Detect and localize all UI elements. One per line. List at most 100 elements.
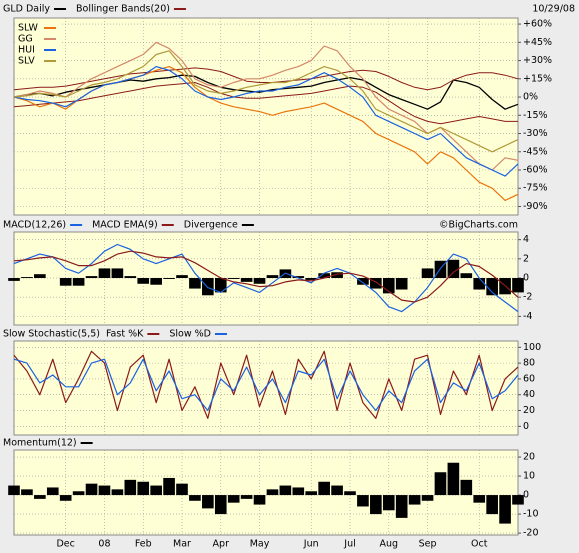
bar: [150, 485, 162, 496]
legend-label: GLD Daily: [3, 4, 50, 15]
y-tick-label: 0: [523, 490, 529, 501]
bar: [344, 491, 356, 496]
plot-area: [13, 449, 519, 536]
bar: [331, 272, 343, 279]
legend-label: SLV: [18, 56, 35, 67]
bar: [408, 495, 421, 505]
bar: [486, 278, 498, 296]
series-line: [13, 82, 518, 125]
bar: [59, 278, 72, 286]
source-label: ©BigCharts.com: [439, 220, 518, 231]
series-line: [13, 250, 519, 303]
bar: [124, 479, 137, 496]
series-line: [13, 66, 519, 177]
bar: [253, 495, 266, 505]
y-tick-label: 40: [523, 389, 535, 400]
bar: [85, 483, 98, 496]
legend-label: MACD(12,26): [3, 220, 66, 231]
bar: [357, 495, 369, 507]
bar: [240, 278, 253, 282]
legend-label: SLW: [18, 23, 38, 34]
series-line: [13, 243, 519, 313]
series-line: [13, 67, 519, 91]
bar: [447, 259, 460, 279]
series-line: [13, 50, 519, 153]
bar: [318, 273, 330, 279]
bar: [370, 495, 382, 515]
bar: [98, 485, 111, 496]
y-tick-label: -10: [523, 509, 539, 520]
series-line: [13, 350, 519, 419]
legend-label: GG: [18, 34, 33, 45]
x-tick-label: May: [250, 539, 270, 550]
y-tick-label: -20: [523, 528, 539, 539]
legend-label: Bollinger Bands(20): [76, 4, 170, 15]
bar: [460, 273, 473, 279]
bar: [266, 275, 279, 279]
x-tick-label: Sep: [419, 539, 437, 550]
bar: [266, 489, 279, 496]
y-tick-label: +30%: [523, 55, 552, 66]
bar: [434, 472, 447, 496]
bar: [421, 268, 434, 279]
bar: [124, 276, 137, 279]
bar: [202, 278, 214, 296]
bar: [370, 278, 382, 289]
bar: [189, 495, 201, 501]
bar: [214, 278, 227, 293]
y-tick-label: 20: [523, 452, 535, 463]
series-line: [13, 358, 519, 412]
x-tick-label: Oct: [471, 539, 488, 550]
y-tick-label: -75%: [523, 183, 548, 194]
bar: [395, 495, 408, 518]
date-label: 10/29/08: [532, 4, 575, 15]
y-tick-label: -30%: [523, 128, 548, 139]
bar: [137, 481, 150, 496]
bar: [357, 278, 369, 285]
y-tick-label: -45%: [523, 146, 548, 157]
bar: [34, 274, 46, 279]
bar: [305, 278, 318, 280]
bar: [8, 278, 20, 281]
y-tick-label: +45%: [523, 37, 552, 48]
bar: [382, 278, 395, 294]
y-tick-label: 0%: [523, 92, 538, 103]
y-tick-label: -4: [523, 311, 532, 322]
bar: [46, 487, 59, 496]
y-tick-label: +15%: [523, 73, 552, 84]
bar: [382, 495, 395, 511]
legend-label: Momentum(12): [3, 438, 77, 449]
bar: [447, 462, 460, 496]
bar: [111, 489, 124, 496]
legend-label: HUI: [18, 45, 35, 56]
bar: [176, 275, 188, 279]
bar: [34, 495, 46, 499]
panel-title: Slow Stochastic(5,5): [3, 329, 100, 340]
bar: [98, 268, 111, 279]
y-tick-label: +60%: [523, 19, 552, 30]
y-tick-label: -2: [523, 292, 532, 303]
y-tick-label: 100: [523, 342, 541, 353]
bar: [85, 276, 98, 279]
bar: [318, 481, 330, 496]
x-tick-label: Jun: [303, 539, 319, 550]
x-tick-label: Aug: [379, 539, 398, 550]
plot-area: [13, 17, 519, 216]
bar: [189, 278, 201, 289]
bar: [292, 276, 305, 279]
bar: [292, 487, 305, 496]
bar: [512, 495, 524, 505]
bar: [240, 495, 253, 499]
x-tick-label: Apr: [213, 539, 230, 550]
legend-label: MACD EMA(9): [92, 220, 158, 231]
y-tick-label: 0: [523, 273, 529, 284]
x-tick-label: Jul: [343, 539, 355, 550]
bar: [214, 495, 227, 515]
bar: [421, 495, 434, 501]
bar: [59, 495, 72, 501]
y-tick-label: 20: [523, 405, 535, 416]
bar: [8, 485, 20, 496]
bar: [279, 485, 292, 496]
bar: [253, 278, 266, 284]
